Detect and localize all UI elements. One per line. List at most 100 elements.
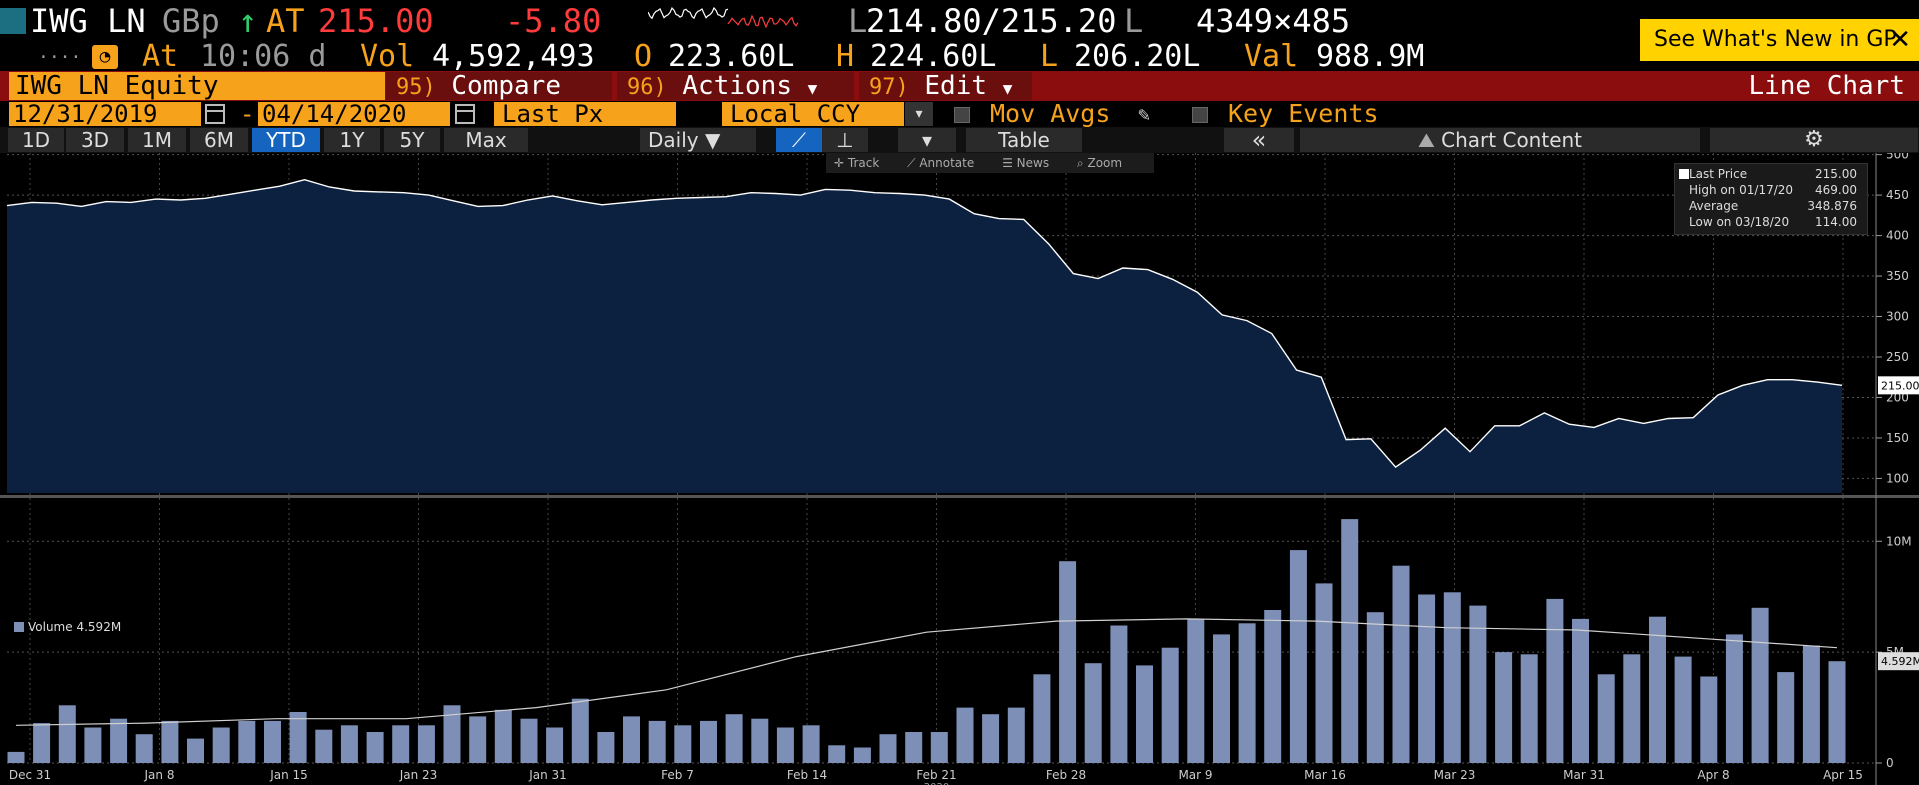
last-trade-time: 10:06 d — [200, 39, 327, 74]
low-value: 206.20L — [1074, 39, 1201, 74]
track-tool[interactable]: ✛ Track — [834, 156, 880, 170]
open-value: 223.60L — [668, 39, 795, 74]
speedometer-icon[interactable]: ◔ — [92, 45, 118, 69]
x-tick-label: Jan 15 — [269, 768, 308, 782]
volume-bar — [648, 720, 666, 763]
volume-bar — [546, 727, 564, 763]
range-button-1d[interactable]: 1D — [8, 128, 64, 152]
security-field[interactable]: IWG LN Equity — [9, 72, 385, 100]
ticker-last-price: 215.00 — [318, 2, 434, 40]
volume-bar — [392, 725, 410, 763]
bar-chart-icon[interactable]: ⊥ — [822, 128, 868, 152]
calendar-icon[interactable] — [455, 104, 475, 124]
x-tick-label: Mar 9 — [1178, 768, 1212, 782]
range-button-max[interactable]: Max — [444, 128, 528, 152]
x-year-label: 2020 — [924, 782, 949, 785]
price-tick-label: 350 — [1886, 269, 1909, 283]
x-tick-label: Apr 15 — [1823, 768, 1863, 782]
x-tick-label: Jan 31 — [528, 768, 567, 782]
range-button-ytd[interactable]: YTD — [252, 128, 320, 152]
start-date-field[interactable]: 12/31/2019 — [9, 102, 201, 126]
range-button-1y[interactable]: 1Y — [324, 128, 380, 152]
volume-bar — [1033, 674, 1051, 763]
volume-bar — [1443, 592, 1461, 763]
function-bar: IWG LN Equity 95) Compare 96) Actions ▼ … — [0, 71, 1919, 101]
price-legend: Last Price 215.00 High on 01/17/20 469.00 … — [1674, 163, 1868, 235]
security-color-marker — [0, 8, 26, 34]
line-chart-icon[interactable]: ⟋ — [776, 128, 822, 152]
news-tool[interactable]: ☰ News — [1002, 156, 1050, 170]
date-settings-row: 12/31/2019 - 04/14/2020 Last Px Local CC… — [0, 101, 1919, 127]
legend-last-price[interactable]: Last Price 215.00 — [1679, 166, 1863, 182]
zoom-tool[interactable]: ⌕ Zoom — [1076, 156, 1123, 170]
legend-low: Low on 03/18/20 114.00 — [1689, 214, 1863, 230]
volume-legend[interactable]: Volume 4.592M — [14, 620, 121, 634]
collapse-icon[interactable]: « — [1224, 128, 1294, 152]
volume-label: Vol — [360, 39, 415, 74]
ticker-symbol[interactable]: IWG LN — [30, 2, 146, 40]
volume-bar — [1161, 647, 1179, 763]
volume-bar — [1649, 616, 1666, 763]
chevron-down-icon[interactable]: ▾ — [898, 128, 956, 152]
edit-button[interactable]: 97) Edit ▼ — [859, 72, 1032, 100]
currency-selector[interactable]: Local CCY — [722, 102, 904, 126]
whats-new-banner[interactable]: See What's New in GP ✕ — [1640, 19, 1919, 61]
volume-legend-label: Volume — [28, 620, 73, 634]
volume-bar — [366, 732, 384, 763]
ticker-net-change: -5.80 — [505, 2, 602, 40]
range-button-5y[interactable]: 5Y — [384, 128, 440, 152]
whats-new-label[interactable]: See What's New in GP — [1654, 27, 1897, 52]
chart-tools: ✛ Track ⟋ Annotate ☰ News ⌕ Zoom — [826, 153, 1155, 173]
volume-bar — [520, 718, 538, 763]
volume-bar — [1007, 707, 1025, 763]
chart-area[interactable]: 100 150 200 250 300 350 400 450 500 0 5M 10M 215.00 4… — [0, 148, 1919, 785]
range-button-1m[interactable]: 1M — [128, 128, 186, 152]
key-events-checkbox[interactable] — [1192, 107, 1208, 123]
volume-bar — [776, 727, 794, 763]
compare-button[interactable]: 95) Compare — [386, 72, 612, 100]
volume-bar — [597, 732, 615, 763]
volume-bar — [725, 714, 743, 763]
legend-label: Last Price — [1689, 167, 1748, 181]
price-tick-label: 450 — [1886, 188, 1909, 202]
volume-bar — [1392, 565, 1410, 763]
legend-value: 348.876 — [1807, 199, 1857, 213]
mov-avgs-label[interactable]: Mov Avgs — [990, 99, 1111, 128]
volume-bar — [674, 725, 692, 763]
x-tick-label: Feb 21 — [916, 768, 956, 782]
x-tick-label: Mar 31 — [1563, 768, 1605, 782]
annotate-tool[interactable]: ⟋ Annotate — [907, 156, 975, 170]
gear-icon[interactable]: ⚙ — [1710, 128, 1918, 152]
mov-avgs-checkbox[interactable] — [954, 107, 970, 123]
legend-value: 114.00 — [1815, 215, 1857, 229]
date-range-dash: - — [240, 100, 255, 128]
end-date-field[interactable]: 04/14/2020 — [258, 102, 450, 126]
table-button[interactable]: Table — [966, 128, 1082, 152]
volume-swatch — [14, 622, 24, 632]
open-label: O — [634, 39, 653, 74]
volume-bar — [1469, 605, 1487, 763]
volume-bar — [110, 718, 128, 763]
chart-content-label: Chart Content — [1441, 128, 1583, 152]
pencil-icon[interactable]: ✎ — [1138, 102, 1151, 126]
actions-button[interactable]: 96) Actions ▼ — [617, 72, 854, 100]
price-volume-chart[interactable]: 10015020025030035040045050005M10M215.004… — [0, 148, 1919, 785]
field-selector[interactable]: Last Px — [494, 102, 676, 126]
volume-tick-label: 10M — [1886, 534, 1912, 548]
volume-bar — [623, 716, 640, 763]
range-button-3d[interactable]: 3D — [66, 128, 124, 152]
volume-bar — [7, 751, 25, 763]
chevron-down-icon[interactable]: ▾ — [905, 102, 933, 126]
last-price-tag-bg — [1878, 376, 1919, 395]
volume-bar — [264, 720, 281, 763]
close-icon[interactable]: ✕ — [1889, 25, 1911, 55]
volume-bar — [1520, 654, 1538, 763]
key-events-label[interactable]: Key Events — [1228, 99, 1379, 128]
volume-bar — [1674, 656, 1692, 763]
calendar-icon[interactable] — [205, 104, 225, 124]
chart-content-button[interactable]: ⛰ Chart Content — [1300, 128, 1700, 152]
sparkline-morning — [648, 6, 729, 20]
range-button-6m[interactable]: 6M — [190, 128, 248, 152]
period-selector[interactable]: Daily ▼ — [640, 128, 756, 152]
chart-type-title: Line Chart — [1748, 71, 1905, 101]
